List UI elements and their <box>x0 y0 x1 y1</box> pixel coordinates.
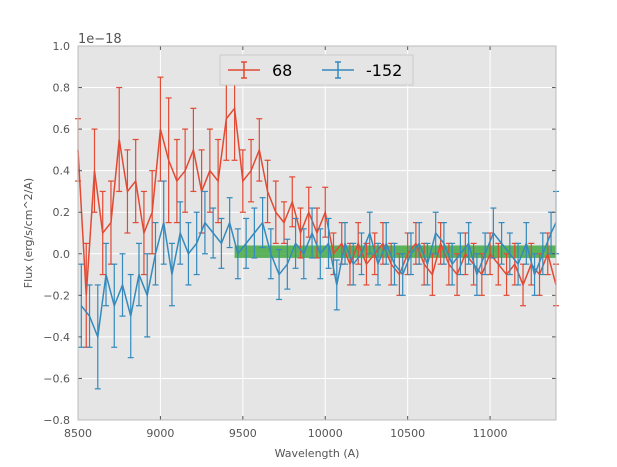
axes-frame <box>77 45 557 421</box>
y-tick-label: −0.4 <box>43 331 70 344</box>
series-layer <box>75 55 559 390</box>
y-tick-label: 0.2 <box>53 206 71 219</box>
y-tick-label: −0.6 <box>43 372 70 385</box>
y-tick-label: −0.8 <box>43 414 70 427</box>
y-tick-label: −0.2 <box>43 289 70 302</box>
legend-entry[interactable]: -152 <box>322 61 402 80</box>
x-tick-label: 9500 <box>229 427 257 440</box>
legend[interactable]: 68 -152 <box>219 54 414 86</box>
series-blue <box>78 180 559 390</box>
y-tick-label: 1.0 <box>53 40 71 53</box>
series-line <box>80 220 557 340</box>
x-axis-label: Wavelength (A) <box>275 447 360 460</box>
x-tick-label: 10500 <box>390 427 425 440</box>
legend-entry[interactable]: 68 <box>228 61 292 80</box>
flux-band <box>234 245 556 258</box>
x-tick-label: 8500 <box>64 427 92 440</box>
ticks: 8500 9000 9500 10000 10500 11000 −0.8 −0.6 −0.4 −… <box>43 40 557 440</box>
legend-label: -152 <box>366 61 402 80</box>
y-tick-label: 0.8 <box>53 82 71 95</box>
x-tick-label: 11000 <box>473 427 508 440</box>
y-tick-label: 0.6 <box>53 123 71 136</box>
legend-label: 68 <box>272 61 292 80</box>
y-tick-label: 0.0 <box>53 248 71 261</box>
y-axis-label: Flux (erg/s/cm^2/A) <box>22 178 35 288</box>
y-tick-label: 0.4 <box>53 165 71 178</box>
x-tick-label: 9000 <box>146 427 174 440</box>
band-layer <box>234 245 556 258</box>
y-offset-label: 1e−18 <box>78 32 122 47</box>
x-tick-label: 10000 <box>308 427 343 440</box>
